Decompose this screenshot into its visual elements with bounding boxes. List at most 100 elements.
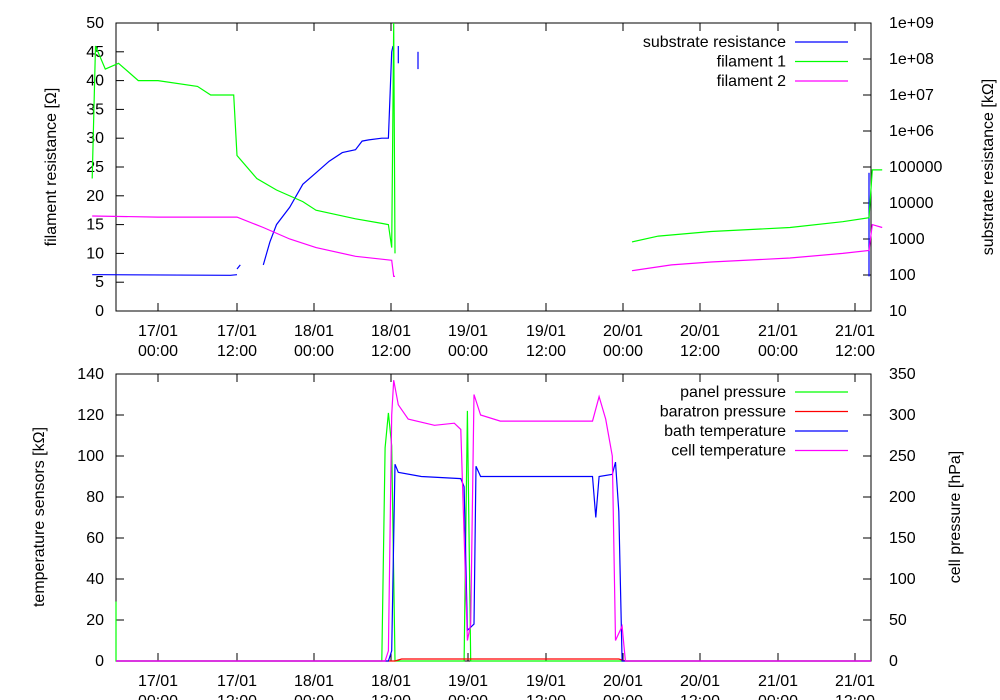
top-x-tick-time: 12:00 — [680, 343, 720, 360]
top-series-line-1-1 — [631, 169, 883, 243]
top-y2-tick-label: 100000 — [889, 159, 942, 176]
bottom-y2-tick-label: 150 — [889, 530, 916, 547]
top-x-tick-time: 00:00 — [758, 343, 798, 360]
bottom-y-tick-label: 80 — [86, 489, 104, 506]
bottom-x-tick-date: 17/01 — [217, 673, 257, 690]
top-series-line-2-0 — [92, 215, 395, 277]
top-y2-axis-ticks: 10 100 1000 10000 100000 1e+06 1e+07 1e+08 1e+09 — [863, 15, 942, 320]
bottom-x-tick-date: 20/01 — [680, 673, 720, 690]
bottom-y2-tick-label: 300 — [889, 407, 916, 424]
bottom-x-tick-time: 00:00 — [138, 693, 178, 700]
top-y-tick-label: 30 — [86, 130, 104, 147]
top-x-tick-time: 00:00 — [138, 343, 178, 360]
bottom-x-tick-time: 12:00 — [526, 693, 566, 700]
bottom-x-tick-time: 12:00 — [835, 693, 875, 700]
bottom-x-axis-ticks: 17/01 00:00 17/01 12:00 18/01 00:00 18/01 12:00… — [138, 374, 875, 700]
top-series-line-0-2 — [262, 45, 394, 266]
bottom-x-tick-date: 17/01 — [138, 673, 178, 690]
top-y-tick-label: 35 — [86, 101, 104, 118]
top-legend-label: substrate resistance — [643, 34, 786, 51]
bottom-y2-tick-label: 350 — [889, 366, 916, 383]
bottom-y-axis-label: temperature sensors [kΩ] — [31, 427, 48, 607]
top-y-tick-label: 15 — [86, 217, 104, 234]
top-y2-tick-label: 1000 — [889, 231, 925, 248]
top-x-tick-date: 18/01 — [371, 323, 411, 340]
top-y2-axis-label: substrate resistance [kΩ] — [980, 79, 997, 255]
bottom-legend-label: cell temperature — [671, 443, 786, 460]
top-y-tick-label: 50 — [86, 15, 104, 32]
bottom-legend-label: panel pressure — [680, 384, 786, 401]
top-x-tick-time: 00:00 — [448, 343, 488, 360]
top-x-tick-date: 17/01 — [138, 323, 178, 340]
bottom-legend-label: baratron pressure — [660, 404, 786, 421]
bottom-plot: 0 20 40 60 80 100 120 140 0 50 100 150 200 250 300 350… — [31, 366, 964, 700]
bottom-x-tick-date: 18/01 — [294, 673, 334, 690]
bottom-x-tick-date: 18/01 — [371, 673, 411, 690]
bottom-legend-label: bath temperature — [664, 423, 786, 440]
top-y2-tick-label: 10 — [889, 303, 907, 320]
bottom-y2-axis-ticks: 0 50 100 150 200 250 300 350 — [863, 366, 916, 670]
bottom-y-tick-label: 20 — [86, 612, 104, 629]
bottom-y-tick-label: 120 — [77, 407, 104, 424]
bottom-y-tick-label: 140 — [77, 366, 104, 383]
top-y-tick-label: 5 — [95, 274, 104, 291]
bottom-legend: panel pressure baratron pressure bath temp… — [660, 384, 848, 460]
bottom-y2-tick-label: 200 — [889, 489, 916, 506]
bottom-y2-tick-label: 0 — [889, 653, 898, 670]
bottom-y-tick-label: 100 — [77, 448, 104, 465]
top-y2-tick-label: 100 — [889, 267, 916, 284]
top-x-tick-date: 20/01 — [603, 323, 643, 340]
bottom-series-line-2 — [116, 461, 871, 662]
top-y-tick-label: 20 — [86, 188, 104, 205]
bottom-x-tick-time: 12:00 — [680, 693, 720, 700]
top-x-tick-time: 00:00 — [603, 343, 643, 360]
top-series-group — [91, 22, 883, 277]
top-legend: substrate resistance filament 1 filament 2 — [643, 34, 848, 90]
top-x-tick-time: 12:00 — [526, 343, 566, 360]
bottom-x-tick-time: 00:00 — [294, 693, 334, 700]
bottom-y-tick-label: 40 — [86, 571, 104, 588]
top-legend-label: filament 1 — [717, 54, 786, 71]
bottom-x-tick-time: 00:00 — [758, 693, 798, 700]
top-x-tick-date: 19/01 — [448, 323, 488, 340]
top-y-tick-label: 25 — [86, 159, 104, 176]
bottom-series-line-3 — [116, 380, 871, 662]
top-x-tick-time: 12:00 — [371, 343, 411, 360]
bottom-x-tick-time: 12:00 — [217, 693, 257, 700]
bottom-y2-axis-label: cell pressure [hPa] — [947, 451, 964, 584]
top-x-tick-date: 19/01 — [526, 323, 566, 340]
bottom-x-tick-date: 19/01 — [526, 673, 566, 690]
bottom-y2-tick-label: 100 — [889, 571, 916, 588]
bottom-x-tick-date: 21/01 — [835, 673, 875, 690]
bottom-y-tick-label: 0 — [95, 653, 104, 670]
top-x-tick-time: 12:00 — [835, 343, 875, 360]
top-y-tick-label: 0 — [95, 303, 104, 320]
top-series-line-0-1 — [236, 264, 241, 270]
bottom-y2-tick-label: 50 — [889, 612, 907, 629]
bottom-x-tick-time: 12:00 — [371, 693, 411, 700]
bottom-y-axis-ticks: 0 20 40 60 80 100 120 140 — [77, 366, 124, 670]
top-series-line-1-0 — [91, 22, 396, 254]
top-x-tick-date: 21/01 — [835, 323, 875, 340]
bottom-y2-tick-label: 250 — [889, 448, 916, 465]
top-x-tick-date: 17/01 — [217, 323, 257, 340]
top-y2-tick-label: 1e+07 — [889, 87, 934, 104]
top-y2-tick-label: 10000 — [889, 195, 934, 212]
top-legend-label: filament 2 — [717, 73, 786, 90]
top-x-tick-date: 20/01 — [680, 323, 720, 340]
bottom-x-tick-date: 19/01 — [448, 673, 488, 690]
bottom-x-tick-date: 20/01 — [603, 673, 643, 690]
bottom-series-group — [115, 380, 871, 662]
top-x-tick-date: 18/01 — [294, 323, 334, 340]
top-series-line-0-0 — [92, 274, 238, 276]
top-x-tick-time: 12:00 — [217, 343, 257, 360]
top-series-line-2-1 — [631, 223, 883, 272]
top-x-axis-ticks: 17/01 00:00 17/01 12:00 18/01 00:00 18/01 12:00… — [138, 23, 875, 360]
top-y2-tick-label: 1e+09 — [889, 15, 934, 32]
bottom-x-tick-time: 00:00 — [603, 693, 643, 700]
bottom-y-tick-label: 60 — [86, 530, 104, 547]
top-y2-tick-label: 1e+06 — [889, 123, 934, 140]
top-x-tick-date: 21/01 — [758, 323, 798, 340]
